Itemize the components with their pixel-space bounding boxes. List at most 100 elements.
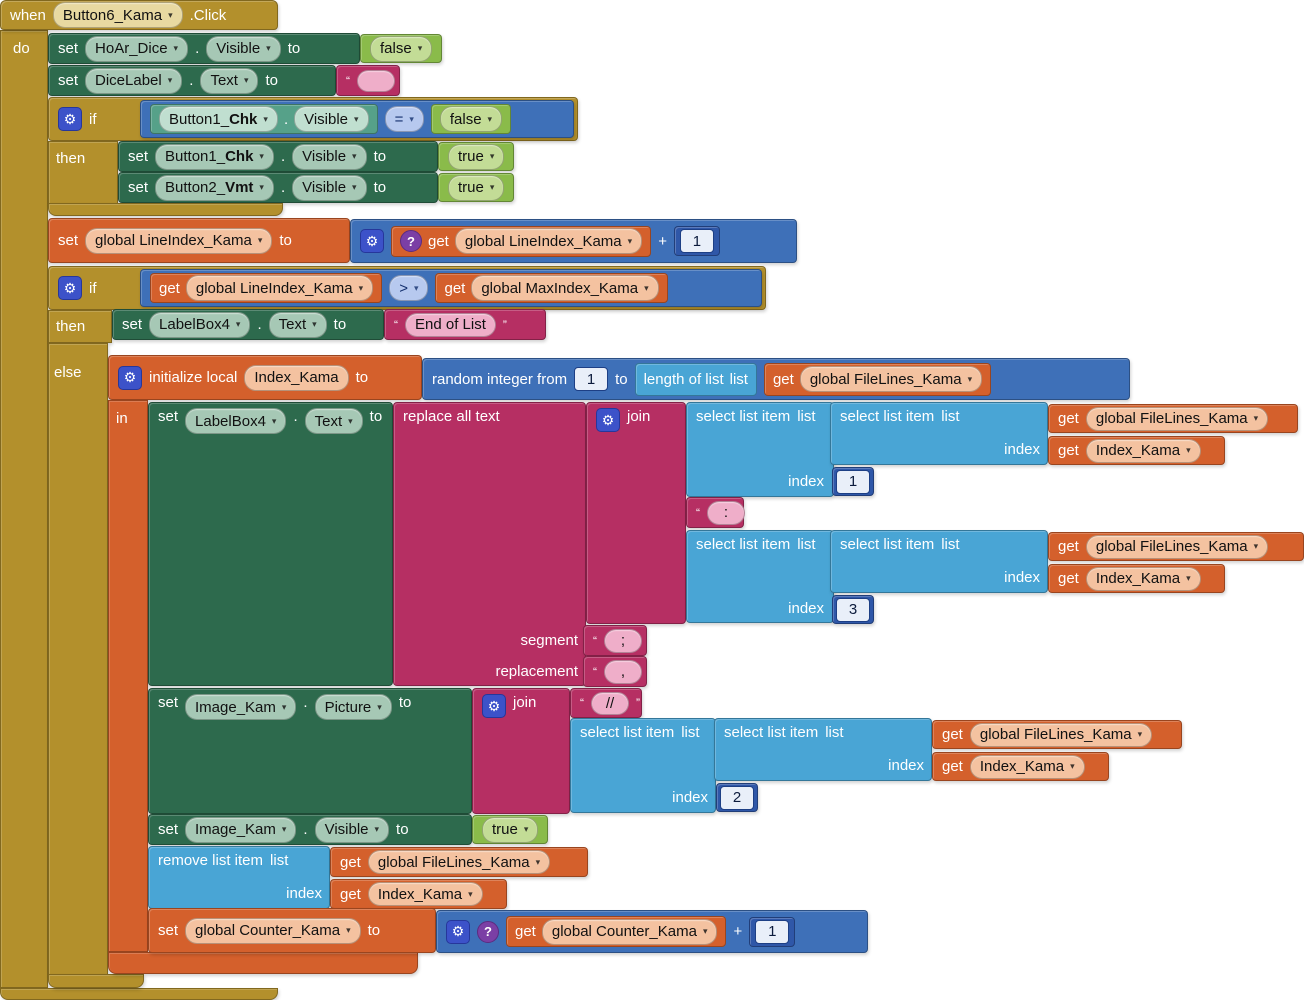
logic-dropdown[interactable]: true ▾: [448, 174, 505, 201]
operator-dropdown[interactable]: = ▾: [384, 106, 424, 132]
component-dropdown[interactable]: DiceLabel ▾: [85, 67, 183, 94]
slashes-string-block[interactable]: “ // ”: [570, 688, 642, 718]
get-indexkama-block[interactable]: get Index_Kama ▾: [932, 752, 1109, 781]
string-input[interactable]: //: [591, 691, 629, 715]
logic-true-block[interactable]: true ▾: [438, 173, 514, 202]
warning-icon[interactable]: ?: [477, 920, 499, 943]
variable-dropdown[interactable]: Index_Kama ▾: [1085, 566, 1201, 591]
number-block[interactable]: 1: [749, 916, 796, 947]
mutator-gear-icon[interactable]: ⚙: [482, 694, 506, 718]
select-list-item-block[interactable]: select list item list: [686, 402, 834, 497]
colon-string-block[interactable]: “ : ”: [686, 497, 756, 528]
mutator-gear-icon[interactable]: ⚙: [360, 229, 384, 253]
variable-dropdown[interactable]: global FileLines_Kama ▾: [799, 366, 983, 392]
local-variable-name-field[interactable]: Index_Kama: [244, 364, 349, 391]
string-input[interactable]: ;: [604, 628, 642, 653]
property-dropdown[interactable]: Text ▾: [268, 311, 327, 338]
get-lineindex-block[interactable]: ? get global LineIndex_Kama ▾: [391, 225, 652, 257]
variable-dropdown[interactable]: global FileLines_Kama ▾: [367, 850, 551, 874]
get-counter-block[interactable]: get global Counter_Kama ▾: [506, 916, 727, 947]
mutator-gear-icon[interactable]: ⚙: [118, 365, 142, 390]
equals-compare-block[interactable]: Button1_Chk ▾ . Visible ▾ = ▾ false ▾: [140, 100, 574, 138]
mutator-gear-icon[interactable]: ⚙: [446, 919, 470, 944]
get-lineindex-block[interactable]: get global LineIndex_Kama ▾: [150, 273, 383, 303]
variable-dropdown[interactable]: global FileLines_Kama ▾: [1085, 406, 1269, 431]
warning-icon[interactable]: ?: [400, 230, 422, 252]
set-counter-block[interactable]: set global Counter_Kama ▾ to: [148, 908, 436, 953]
logic-false-block[interactable]: false ▾: [360, 34, 442, 63]
initialize-local-block[interactable]: ⚙ initialize local Index_Kama to: [108, 355, 422, 400]
set-labelbox4-text-block-2[interactable]: set LabelBox4 ▾ . Text ▾ to: [148, 402, 393, 686]
get-filelines-block[interactable]: get global FileLines_Kama ▾: [763, 362, 992, 396]
component-dropdown[interactable]: HoAr_Dice ▾: [85, 35, 189, 62]
variable-dropdown[interactable]: Index_Kama ▾: [367, 882, 483, 906]
component-dropdown[interactable]: Image_Kam ▾: [185, 694, 297, 720]
mutator-gear-icon[interactable]: ⚙: [58, 107, 82, 131]
join-block[interactable]: ⚙ join: [586, 402, 686, 624]
variable-dropdown[interactable]: global LineIndex_Kama ▾: [454, 228, 643, 254]
get-maxindex-block[interactable]: get global MaxIndex_Kama ▾: [435, 273, 668, 303]
string-input[interactable]: ,: [604, 659, 642, 684]
variable-dropdown[interactable]: global Counter_Kama ▾: [541, 918, 718, 945]
component-dropdown[interactable]: Image_Kam ▾: [185, 816, 297, 843]
variable-dropdown[interactable]: Index_Kama ▾: [1085, 438, 1201, 463]
plus-block[interactable]: ⚙ ? get global LineIndex_Kama ▾ + 1: [350, 219, 797, 263]
select-list-item-block[interactable]: select list item list: [714, 718, 932, 781]
set-hoardice-visible-block[interactable]: set HoAr_Dice ▾ . Visible ▾ to: [48, 33, 360, 64]
length-of-list-block[interactable]: length of list list: [634, 362, 757, 396]
logic-true-block[interactable]: true ▾: [472, 815, 548, 844]
property-dropdown[interactable]: Visible ▾: [206, 35, 281, 62]
property-dropdown[interactable]: Picture ▾: [314, 694, 392, 720]
number-block[interactable]: 1: [673, 226, 720, 256]
set-labelbox4-text-block[interactable]: set LabelBox4 ▾ . Text ▾ to: [112, 309, 384, 340]
logic-true-block[interactable]: true ▾: [438, 142, 514, 171]
if2-then-column[interactable]: [48, 310, 112, 343]
logic-false-block[interactable]: false ▾: [430, 104, 512, 134]
component-dropdown[interactable]: Button1_Chk ▾: [155, 143, 274, 170]
replace-all-text-block[interactable]: replace all text: [393, 402, 586, 686]
number-input[interactable]: 1: [755, 919, 790, 944]
number-block[interactable]: 1: [832, 467, 874, 496]
get-indexkama-block[interactable]: get Index_Kama ▾: [1048, 564, 1225, 593]
string-input[interactable]: :: [707, 500, 745, 525]
string-input[interactable]: [357, 69, 395, 92]
when-event-block[interactable]: when Button6_Kama ▾ .Click: [0, 0, 278, 30]
logic-dropdown[interactable]: false ▾: [370, 35, 433, 62]
property-dropdown[interactable]: Visible ▾: [292, 174, 367, 201]
number-block[interactable]: 3: [832, 595, 874, 624]
greater-compare-block[interactable]: get global LineIndex_Kama ▾ > ▾ get global…: [140, 269, 762, 307]
number-input[interactable]: 2: [720, 785, 754, 810]
if1-then-column[interactable]: [48, 141, 118, 204]
get-indexkama-block[interactable]: get Index_Kama ▾: [330, 879, 507, 909]
number-input[interactable]: 1: [679, 229, 714, 253]
number-input[interactable]: 1: [574, 367, 609, 391]
property-dropdown[interactable]: Visible ▾: [294, 106, 369, 132]
semicolon-string-block[interactable]: “ ; ”: [583, 625, 653, 656]
event-component-dropdown[interactable]: Button6_Kama ▾: [52, 2, 183, 28]
property-dropdown[interactable]: Text ▾: [304, 408, 363, 434]
variable-dropdown[interactable]: global LineIndex_Kama ▾: [185, 275, 374, 301]
logic-dropdown[interactable]: false ▾: [439, 106, 503, 132]
component-dropdown[interactable]: Button1_Chk ▾: [159, 106, 278, 132]
set-image-picture-block[interactable]: set Image_Kam ▾ . Picture ▾ to: [148, 688, 472, 814]
set-dicelabel-text-block[interactable]: set DiceLabel ▾ . Text ▾ to: [48, 65, 336, 96]
join-block[interactable]: ⚙ join: [472, 688, 570, 814]
set-image-visible-block[interactable]: set Image_Kam ▾ . Visible ▾ to: [148, 814, 472, 845]
select-list-item-block[interactable]: select list item list: [830, 530, 1048, 593]
component-dropdown[interactable]: Button2_Vmt ▾: [155, 174, 274, 201]
select-list-item-block[interactable]: select list item list: [686, 530, 834, 623]
property-dropdown[interactable]: Text ▾: [200, 67, 259, 94]
variable-dropdown[interactable]: global FileLines_Kama ▾: [1085, 534, 1269, 559]
get-filelines-block[interactable]: get global FileLines_Kama ▾: [932, 720, 1182, 749]
empty-string-block[interactable]: “ ”: [336, 65, 406, 96]
comma-string-block[interactable]: “ , ”: [583, 656, 653, 687]
remove-list-item-block[interactable]: remove list item list: [148, 846, 330, 909]
variable-dropdown[interactable]: global FileLines_Kama ▾: [969, 722, 1153, 747]
number-block[interactable]: 2: [716, 783, 758, 812]
logic-dropdown[interactable]: true ▾: [482, 816, 539, 843]
get-filelines-block[interactable]: get global FileLines_Kama ▾: [330, 847, 588, 877]
component-dropdown[interactable]: LabelBox4 ▾: [149, 311, 251, 338]
component-dropdown[interactable]: LabelBox4 ▾: [185, 408, 287, 434]
get-indexkama-block[interactable]: get Index_Kama ▾: [1048, 436, 1225, 465]
set-lineindex-block[interactable]: set global LineIndex_Kama ▾ to: [48, 218, 350, 263]
